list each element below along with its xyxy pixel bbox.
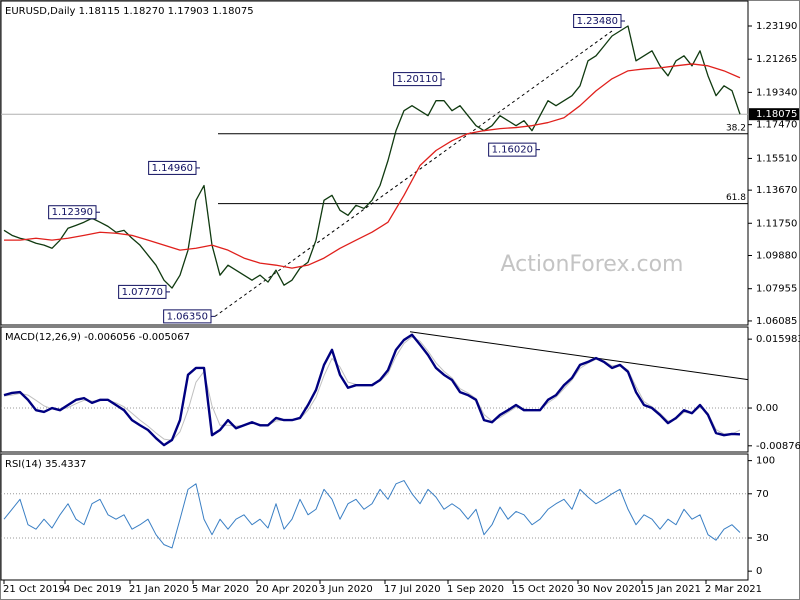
series-line [3,333,741,447]
annotation-label: 1.07770 [122,287,163,298]
x-tick-label: 17 Jul 2020 [384,584,441,595]
annotation-label: 1.06350 [167,311,208,322]
y-tick-label: 100 [756,456,775,467]
y-tick-label: 1.17470 [756,120,797,131]
y-tick-label: 1.19340 [756,87,797,98]
series-line [3,480,741,549]
x-tick-label: 15 Jan 2021 [641,584,701,595]
y-tick-label: 1.09880 [756,251,797,262]
annotation-label: 1.20110 [397,74,438,85]
x-tick-label: 20 Apr 2020 [256,584,318,595]
x-tick-label: 4 Dec 2019 [64,584,122,595]
x-tick-label: 15 Oct 2020 [512,584,574,595]
trend-line [409,331,749,381]
y-tick-label: 1.06085 [756,316,797,327]
annotation-label: 1.16020 [492,145,533,156]
panel-title: MACD(12,26,9) -0.006056 -0.005067 [5,332,190,343]
watermark: ActionForex.com [501,252,684,277]
series-line [3,25,741,289]
y-tick-label: 0 [756,566,762,577]
annotation-label: 1.12390 [52,207,93,218]
panel-frame [0,326,749,453]
y-tick-label: 1.13670 [756,185,797,196]
x-tick-label: 21 Oct 2019 [3,584,65,595]
last-price-label: 1.18075 [756,109,797,120]
y-tick-label: 1.07955 [756,284,797,295]
annotation-label: 1.23480 [577,16,618,27]
y-tick-label: 0.00 [756,403,778,414]
annotation-label: 1.14960 [152,163,193,174]
panel-title: RSI(14) 35.4337 [5,459,86,470]
y-tick-label: 1.23190 [756,21,797,32]
y-tick-label: 30 [756,533,769,544]
x-tick-label: 5 Mar 2020 [192,584,249,595]
x-tick-label: 1 Sep 2020 [447,584,504,595]
panel-frame [0,453,749,581]
y-tick-label: 70 [756,489,769,500]
y-tick-label: 0.015983 [756,334,800,345]
x-tick-label: 3 Jun 2020 [319,584,373,595]
last-price-box [749,108,799,121]
fib-level-label: 61.8 [726,193,746,203]
x-tick-label: 2 Mar 2021 [705,584,762,595]
y-tick-label: -0.008762 [756,441,800,452]
x-tick-label: 21 Jan 2020 [129,584,189,595]
panel-title: EURUSD,Daily 1.18115 1.18270 1.17903 1.1… [5,6,254,17]
y-tick-label: 1.21265 [756,54,797,65]
x-tick-label: 30 Nov 2020 [577,584,641,595]
series-line [4,63,741,269]
fib-level-label: 38.2 [726,123,746,133]
y-tick-label: 1.15510 [756,153,797,164]
panel-frame [0,0,749,326]
y-tick-label: 1.11750 [756,218,797,229]
